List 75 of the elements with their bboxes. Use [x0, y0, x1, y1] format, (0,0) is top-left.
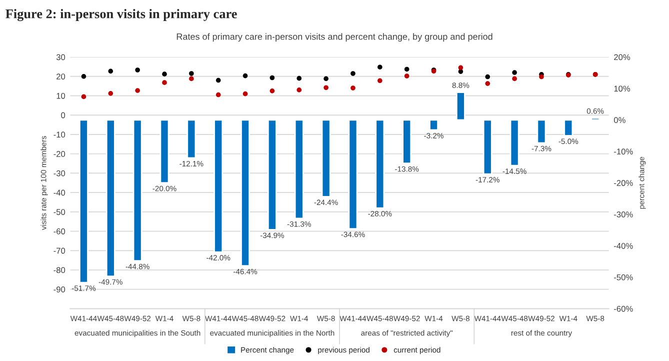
point: [485, 81, 490, 86]
bar: [132, 119, 142, 262]
point: [378, 78, 382, 84]
y-tick-label: -50: [54, 209, 66, 215]
bar: [536, 119, 546, 144]
point: [512, 70, 517, 75]
chart-title: Figure 2: in-person visits in primary care: [6, 9, 237, 22]
point: [404, 66, 410, 72]
point: [108, 68, 114, 74]
y-tick-label: -60: [54, 228, 66, 234]
point: [216, 92, 221, 98]
bar: [348, 119, 358, 230]
y2-tick-label: -10%: [614, 148, 633, 154]
y2-tick-label: 0%: [614, 117, 626, 124]
y-tick-label: -80: [54, 267, 66, 274]
point: [512, 76, 517, 82]
point: [135, 68, 140, 72]
bar: [456, 92, 466, 121]
y-tick-label: -10: [54, 132, 66, 138]
point: [324, 85, 328, 90]
bar: [106, 119, 116, 277]
y2-tick-label: -30%: [614, 212, 633, 218]
y-tick-label: -90: [54, 286, 66, 292]
point: [296, 76, 302, 81]
bar: [482, 119, 492, 175]
point: [81, 94, 86, 100]
bar: [78, 119, 88, 284]
y-tick-label: 30: [56, 54, 66, 60]
y2-tick-label: 20%: [614, 54, 630, 60]
bar: [294, 119, 304, 220]
point: [108, 91, 114, 96]
bar: [240, 119, 250, 267]
y-tick-label: -40: [54, 190, 66, 196]
y2-tick-label: 10%: [614, 86, 630, 92]
point: [378, 64, 382, 70]
point: [242, 73, 248, 78]
y2-tick-label: -40%: [614, 242, 633, 249]
bar: [429, 119, 438, 131]
bar: [510, 119, 520, 166]
y2-tick-label: -20%: [614, 180, 633, 186]
point: [162, 72, 167, 76]
point: [162, 80, 167, 85]
bar: [186, 119, 196, 159]
bar: [564, 119, 574, 136]
point: [242, 91, 248, 96]
point: [216, 78, 221, 83]
y2-tick-label: -50%: [614, 274, 633, 280]
point: [270, 88, 275, 94]
point: [404, 74, 410, 78]
bar: [321, 119, 331, 198]
y-tick-label: -30: [54, 170, 66, 176]
point: [324, 76, 328, 82]
bar: [214, 119, 224, 253]
y-tick-label: -20: [54, 151, 66, 157]
point: [81, 74, 86, 79]
bar: [267, 119, 277, 230]
bar: [160, 119, 170, 184]
chart-subtitle: Rates of primary care in-person visits and percent change, by group and period: [176, 33, 492, 42]
bar: [402, 119, 412, 164]
point: [539, 74, 544, 80]
point: [135, 88, 140, 93]
point: [296, 88, 302, 92]
point: [350, 86, 356, 90]
point: [350, 71, 356, 76]
y-tick-label: 20: [56, 74, 66, 80]
point: [270, 75, 275, 80]
point: [485, 74, 490, 80]
bar: [375, 119, 385, 209]
point: [189, 76, 194, 82]
y-tick-label: 0: [61, 112, 66, 118]
y2-tick-label: -60%: [614, 306, 633, 312]
point: [189, 71, 194, 76]
y-tick-label: 10: [56, 92, 66, 99]
y-tick-label: -70: [54, 248, 66, 254]
point: [458, 65, 464, 70]
